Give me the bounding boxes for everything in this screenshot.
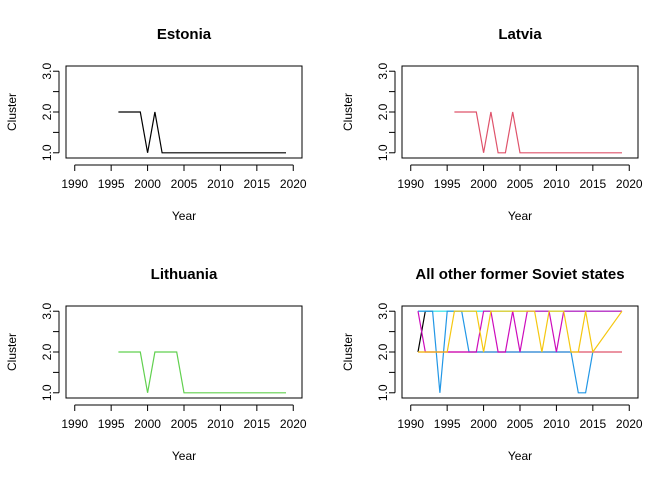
x-tick-label: 1990 [397, 177, 424, 191]
series-line-1 [454, 111, 622, 154]
x-axis-label: Year [172, 449, 196, 463]
x-tick-label: 2005 [171, 417, 198, 431]
plot-frame [65, 65, 303, 159]
x-axis-label: Year [508, 449, 532, 463]
panel-title: Latvia [498, 26, 542, 43]
x-tick-label: 2000 [470, 177, 497, 191]
x-tick-label: 2010 [543, 177, 570, 191]
series-line-1 [118, 351, 286, 394]
x-tick-label: 1995 [98, 177, 125, 191]
plot-frame [65, 305, 303, 399]
plot-frame [401, 65, 639, 159]
y-axis-label: Cluster [5, 333, 19, 371]
y-tick-label: 3.0 [40, 63, 54, 80]
y-tick-label: 1.0 [376, 384, 390, 401]
x-tick-label: 1995 [434, 177, 461, 191]
panel-4: All other former Soviet states 1990 1995 20… [341, 266, 643, 463]
y-tick-label: 3.0 [376, 63, 390, 80]
x-tick-label: 2000 [134, 177, 161, 191]
panel-title: Lithuania [151, 266, 218, 283]
x-tick-label: 2010 [207, 417, 234, 431]
y-tick-label: 2.0 [376, 343, 390, 360]
x-tick-label: 2015 [579, 417, 606, 431]
x-tick-label: 2020 [616, 417, 643, 431]
x-tick-label: 2015 [579, 177, 606, 191]
x-tick-label: 2000 [134, 417, 161, 431]
series-line-1 [118, 111, 286, 154]
x-tick-label: 2000 [470, 417, 497, 431]
y-tick-label: 3.0 [40, 303, 54, 320]
plot-frame [401, 305, 639, 399]
x-tick-label: 1990 [61, 177, 88, 191]
y-tick-label: 1.0 [40, 384, 54, 401]
y-tick-label: 2.0 [376, 103, 390, 120]
panel-title: Estonia [157, 26, 212, 43]
y-axis-label: Cluster [5, 93, 19, 131]
x-tick-label: 2005 [507, 417, 534, 431]
panel-title: All other former Soviet states [415, 266, 624, 283]
y-tick-label: 1.0 [40, 144, 54, 161]
panel-3: Lithuania 1990 1995 2000 2005 2010 2015 2020 1.0… [5, 266, 307, 463]
y-tick-label: 1.0 [376, 144, 390, 161]
y-axis-label: Cluster [341, 333, 355, 371]
x-tick-label: 2020 [616, 177, 643, 191]
x-tick-label: 2005 [171, 177, 198, 191]
panel-2: Latvia 1990 1995 2000 2005 2010 2015 2020 1.0 2.0… [341, 26, 643, 223]
y-tick-label: 3.0 [376, 303, 390, 320]
x-tick-label: 2005 [507, 177, 534, 191]
series-line-1 [417, 310, 433, 353]
x-tick-label: 2020 [280, 177, 307, 191]
x-axis-label: Year [172, 209, 196, 223]
x-tick-label: 2020 [280, 417, 307, 431]
y-axis-label: Cluster [341, 93, 355, 131]
x-tick-label: 1995 [98, 417, 125, 431]
x-tick-label: 2015 [243, 417, 270, 431]
panel-1: Estonia 1990 1995 2000 2005 2010 2015 2020 1.0 2.… [5, 26, 307, 223]
x-tick-label: 1995 [434, 417, 461, 431]
x-tick-label: 1990 [397, 417, 424, 431]
x-tick-label: 2010 [207, 177, 234, 191]
series-line-6 [418, 310, 623, 354]
x-tick-label: 2010 [543, 417, 570, 431]
y-tick-label: 2.0 [40, 343, 54, 360]
series-line-5 [417, 310, 622, 353]
x-tick-label: 2015 [243, 177, 270, 191]
x-axis-label: Year [508, 209, 532, 223]
x-tick-label: 1990 [61, 417, 88, 431]
y-tick-label: 2.0 [40, 103, 54, 120]
